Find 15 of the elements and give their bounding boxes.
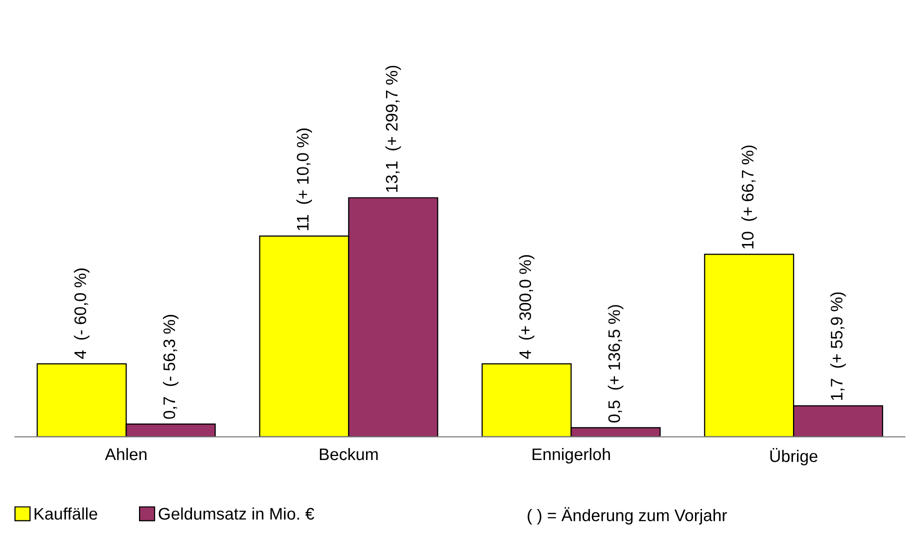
x-tick-label: Beckum: [320, 448, 378, 460]
data-label: 0,5 (+ 136,5 %): [608, 305, 624, 422]
data-label: 11 (+ 10,0 %): [296, 128, 312, 230]
data-label: 1,7 (+ 55,9 %): [830, 292, 846, 400]
legend-label: Kauffälle: [34, 507, 98, 520]
legend-label: Geldumsatz in Mio. €: [158, 507, 314, 520]
text: ( ) = Änderung zum Vorjahr: [528, 507, 727, 525]
data-label: 0,7 (- 56,3 %): [162, 314, 178, 419]
x-tick-label: Übrige: [770, 448, 818, 466]
data-label: 4 (+ 300,0 %): [518, 255, 534, 359]
data-label: 13,1 (+ 299,7 %): [385, 66, 401, 192]
data-label: 10 (+ 66,7 %): [741, 146, 757, 248]
x-tick-label: Ahlen: [104, 448, 146, 460]
data-label: 4 (- 60,0 %): [74, 268, 90, 359]
x-tick-label: Ennigerloh: [532, 448, 610, 464]
